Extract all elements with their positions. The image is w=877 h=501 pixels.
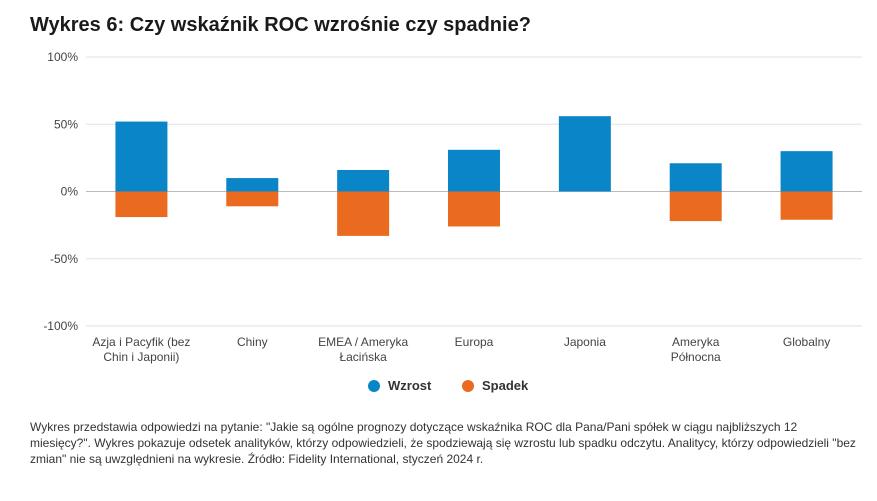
legend: Wzrost Spadek: [0, 378, 877, 400]
y-tick-label: 100%: [47, 50, 78, 64]
bar-wzrost-3: [337, 169, 390, 192]
bar-chart: 100% 50% 0% -50% -100% Azja i Pacyfik (bez Chi…: [43, 50, 862, 364]
legend-label-wzrost: Wzrost: [388, 378, 432, 393]
y-tick-label: 50%: [54, 117, 78, 131]
bar-wzrost-5: [558, 116, 611, 192]
legend-item-spadek[interactable]: Spadek: [462, 378, 528, 393]
bar-spadek-4: [448, 191, 500, 227]
x-category-label: Europa: [455, 335, 494, 349]
x-category-label: Ameryka Północna: [671, 335, 721, 364]
bar-spadek-7: [780, 191, 833, 220]
bar-spadek-6: [669, 191, 722, 222]
legend-swatch-wzrost: [368, 379, 380, 392]
chart-title: Wykres 6: Czy wskaźnik ROC wzrośnie czy …: [30, 14, 531, 36]
x-category-label: Chiny: [237, 335, 268, 349]
bar-spadek-2: [226, 191, 279, 207]
bar-wzrost-2: [226, 178, 279, 192]
x-category-label: Globalny: [783, 335, 830, 349]
bar-spadek-3: [337, 191, 390, 236]
bar-wzrost-4: [448, 149, 500, 192]
y-tick-label: -50%: [50, 252, 78, 266]
x-category-label: Azja i Pacyfik (bez Chin i Japonii): [92, 335, 190, 364]
y-tick-label: 0%: [61, 185, 79, 199]
bar-spadek-1: [115, 191, 168, 218]
legend-label-spadek: Spadek: [482, 378, 529, 393]
chart-footnote: Wykres przedstawia odpowiedzi na pytanie…: [30, 420, 856, 466]
bar-wzrost-7: [780, 151, 833, 192]
x-category-label: EMEA / Ameryka Łacińska: [318, 335, 408, 364]
legend-swatch-spadek: [462, 379, 474, 392]
bar-wzrost-6: [669, 163, 722, 192]
legend-item-wzrost[interactable]: Wzrost: [368, 378, 431, 393]
y-tick-label: -100%: [43, 319, 78, 333]
x-category-label: Japonia: [564, 335, 606, 349]
bar-wzrost-1: [115, 121, 168, 192]
